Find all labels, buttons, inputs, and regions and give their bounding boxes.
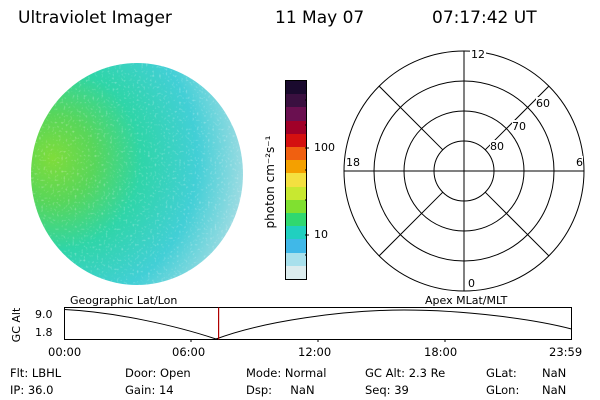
colorbar-swatch: [286, 173, 306, 187]
filter-value: Flt: LBHL: [10, 366, 62, 380]
colorbar-swatch: [286, 265, 306, 280]
gc-altitude: GC Alt: 2.3 Re: [365, 366, 446, 380]
mlat-label-80: 80: [490, 140, 504, 153]
gain-value: Gain: 14: [125, 383, 174, 397]
colorbar-tick-10: 10: [314, 228, 328, 241]
glat-value: NaN: [542, 366, 567, 380]
dsp-value: Dsp: NaN: [246, 383, 315, 397]
time-label: 07:17:42 UT: [432, 8, 537, 28]
mlt-label-12: 12: [470, 48, 486, 61]
geographic-label: Geographic Lat/Lon: [70, 294, 178, 307]
polar-plot: [343, 50, 585, 292]
colorbar-swatch: [286, 199, 306, 214]
instrument-title: Ultraviolet Imager: [18, 8, 172, 28]
polar-diag: [378, 85, 444, 151]
polar-diag: [484, 191, 550, 257]
colorbar-swatch: [286, 226, 306, 240]
orbit-ylabel: GC Alt: [10, 307, 23, 343]
mlat-label-70: 70: [512, 120, 526, 133]
orbit-xtick-0000: 00:00: [48, 345, 82, 359]
orbit-xtick-1800: 18:00: [424, 345, 458, 359]
colorbar-swatch: [286, 186, 306, 200]
glon-label: GLon:: [486, 383, 520, 397]
orbit-ytick-low: 1.8: [35, 326, 53, 339]
date-label: 11 May 07: [275, 8, 365, 28]
colorbar-swatch: [286, 160, 306, 174]
apex-label: Apex MLat/MLT: [425, 294, 508, 307]
polar-diag: [378, 191, 444, 257]
colorbar-swatch: [286, 239, 306, 253]
orbit-xtick-2359: 23:59: [549, 345, 583, 359]
orbit-ytick-high: 9.0: [35, 308, 53, 321]
colorbar-swatch: [286, 81, 306, 95]
polar-diag: [484, 85, 550, 151]
colorbar-tick-100: 100: [314, 141, 335, 154]
mlat-label-60: 60: [536, 97, 550, 110]
orbit-plot: [64, 307, 572, 342]
orbit-frame: [64, 307, 572, 340]
colorbar: [285, 80, 307, 280]
mlt-label-6: 6: [576, 156, 583, 169]
glat-label: GLat:: [486, 366, 517, 380]
colorbar-swatch: [286, 120, 306, 134]
colorbar-swatch: [286, 107, 306, 121]
mode-status: Mode: Normal: [246, 366, 327, 380]
colorbar-swatch: [286, 147, 306, 161]
mlt-label-18: 18: [346, 156, 360, 169]
colorbar-swatch: [286, 252, 306, 266]
seq-value: Seq: 39: [365, 383, 409, 397]
colorbar-swatch: [286, 213, 306, 227]
colorbar-swatch: [286, 94, 306, 108]
door-status: Door: Open: [125, 366, 191, 380]
glon-value: NaN: [542, 383, 567, 397]
mlt-label-0: 0: [467, 277, 476, 290]
orbit-xtick-0600: 06:00: [172, 345, 206, 359]
colorbar-ticks: [305, 99, 309, 256]
uv-image: [31, 63, 243, 285]
ip-value: IP: 36.0: [10, 383, 54, 397]
orbit-altitude-curve: [64, 309, 572, 340]
colorbar-unit-label: photon cm⁻²s⁻¹: [263, 135, 277, 229]
orbit-xtick-1200: 12:00: [298, 345, 332, 359]
colorbar-swatch: [286, 133, 306, 148]
